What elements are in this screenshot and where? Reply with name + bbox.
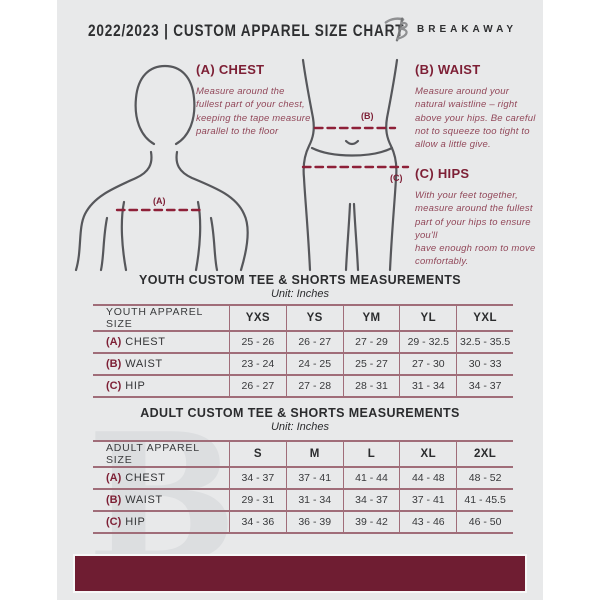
youth-chest-value: 27 - 29 [342,332,400,354]
hips-heading: (C) HIPS [415,166,470,181]
adult-size-s: S [229,442,286,468]
adult-waist-value: 41 - 45.5 [456,490,513,512]
adult-size-m: M [285,442,343,468]
waist-instructions: (B) WAIST Measure around your natural wa… [415,62,539,151]
youth-size-ys: YS [285,306,343,332]
adult-hip-value: 36 - 39 [285,512,343,534]
adult-size-table: ADULT APPAREL SIZE S M L XL 2XL (A) CHES… [93,440,513,534]
youth-table-title: YOUTH CUSTOM TEE & SHORTS MEASUREMENTS [139,273,461,287]
left-inner-arm-line [99,216,109,272]
upper-body-diagram: (A) [74,64,249,272]
youth-chest-value: 25 - 26 [229,332,286,354]
youth-size-col-header: YOUTH APPAREL SIZE [93,306,229,332]
left-shoulder-arm-outline [74,150,153,272]
hips-measure-label: (C) [390,173,403,183]
adult-chest-row-label: (A) CHEST [93,468,229,490]
youth-waist-value: 24 - 25 [285,354,343,376]
waist-heading: (B) WAIST [415,62,481,77]
youth-hip-value: 28 - 31 [342,376,400,398]
left-inner-leg-line [344,202,352,272]
row-key: (B) [106,494,122,506]
row-key: (A) [106,336,122,348]
youth-hip-row-label: (C) HIP [93,376,229,398]
adult-hip-value: 39 - 42 [342,512,400,534]
adult-waist-value: 31 - 34 [285,490,343,512]
youth-chest-row-label: (A) CHEST [93,332,229,354]
youth-waist-row-label: (B) WAIST [93,354,229,376]
row-key: (A) [106,472,122,484]
footer-bar [73,554,527,593]
hips-body-text: With your feet together, measure around … [415,190,536,268]
youth-chest-value: 29 - 32.5 [399,332,457,354]
chest-instructions: (A) CHEST Measure around the fullest par… [196,62,312,138]
hips-instructions: (C) HIPS With your feet together, measur… [415,166,539,269]
youth-table-unit: Unit: Inches [270,288,330,300]
adult-hip-value: 46 - 50 [456,512,513,534]
brand-name: BREAKAWAY [417,24,518,35]
head-outline [134,64,196,146]
youth-size-yxs: YXS [229,306,286,332]
adult-size-2xl: 2XL [456,442,513,468]
adult-hip-row-label: (C) HIP [93,512,229,534]
row-key: (B) [106,358,122,370]
adult-waist-value: 37 - 41 [399,490,457,512]
youth-size-yxl: YXL [456,306,513,332]
youth-waist-value: 25 - 27 [342,354,400,376]
chest-body-text: Measure around the fullest part of your … [196,86,311,137]
youth-hip-value: 27 - 28 [285,376,343,398]
youth-waist-value: 27 - 30 [399,354,457,376]
row-label: CHEST [125,336,166,348]
row-label: WAIST [125,358,163,370]
adult-table-title: ADULT CUSTOM TEE & SHORTS MEASUREMENTS [140,406,460,420]
adult-size-xl: XL [399,442,457,468]
waist-measure-label: (B) [361,111,374,121]
lower-body-diagram: (B) (C) [301,58,410,272]
chest-measure-label: (A) [153,196,166,206]
right-shoulder-arm-outline [175,150,249,272]
waist-body-text: Measure around your natural waistline – … [415,86,536,151]
youth-size-yl: YL [399,306,457,332]
page-background: B 2022/2023 | CUSTOM APPAREL SIZE CHART … [57,0,543,600]
left-armpit-line [120,200,128,272]
row-label: WAIST [125,494,163,506]
youth-chest-value: 32.5 - 35.5 [456,332,513,354]
row-key: (C) [106,516,122,528]
adult-chest-value: 44 - 48 [399,468,457,490]
adult-chest-value: 37 - 41 [285,468,343,490]
youth-waist-value: 30 - 33 [456,354,513,376]
right-inner-leg-line [352,202,360,272]
breakaway-logo-icon [384,17,408,42]
chest-heading: (A) CHEST [196,62,265,77]
adult-table-unit: Unit: Inches [270,421,330,433]
right-inner-arm-line [209,216,219,272]
adult-size-l: L [342,442,400,468]
row-label: HIP [125,380,146,392]
row-label: HIP [125,516,146,528]
adult-chest-value: 48 - 52 [456,468,513,490]
youth-chest-value: 26 - 27 [285,332,343,354]
left-body-outline [301,58,315,272]
right-body-outline [385,58,399,272]
row-key: (C) [106,380,122,392]
adult-waist-row-label: (B) WAIST [93,490,229,512]
adult-size-col-header: ADULT APPAREL SIZE [93,442,229,468]
adult-chest-value: 34 - 37 [229,468,286,490]
youth-hip-value: 34 - 37 [456,376,513,398]
adult-hip-value: 43 - 46 [399,512,457,534]
navel-mark [344,139,360,146]
youth-waist-value: 23 - 24 [229,354,286,376]
page-title: 2022/2023 | CUSTOM APPAREL SIZE CHART [88,21,405,40]
youth-size-ym: YM [342,306,400,332]
row-label: CHEST [125,472,166,484]
waistband-curve [310,146,394,157]
youth-size-table: YOUTH APPAREL SIZE YXS YS YM YL YXL (A) … [93,304,513,398]
adult-waist-value: 34 - 37 [342,490,400,512]
adult-chest-value: 41 - 44 [342,468,400,490]
adult-hip-value: 34 - 36 [229,512,286,534]
youth-hip-value: 26 - 27 [229,376,286,398]
adult-waist-value: 29 - 31 [229,490,286,512]
youth-hip-value: 31 - 34 [399,376,457,398]
right-armpit-line [194,200,202,272]
